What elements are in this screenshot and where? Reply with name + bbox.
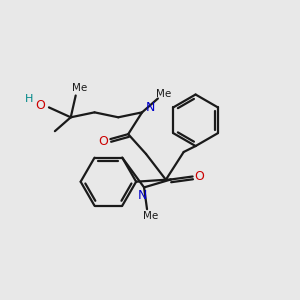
Text: H: H xyxy=(25,94,33,104)
Text: O: O xyxy=(98,135,108,148)
Text: N: N xyxy=(137,189,147,202)
Text: Me: Me xyxy=(72,82,87,93)
Text: O: O xyxy=(35,99,45,112)
Text: O: O xyxy=(195,170,205,183)
Text: Me: Me xyxy=(143,211,159,221)
Text: N: N xyxy=(145,101,155,114)
Text: Me: Me xyxy=(156,88,172,98)
